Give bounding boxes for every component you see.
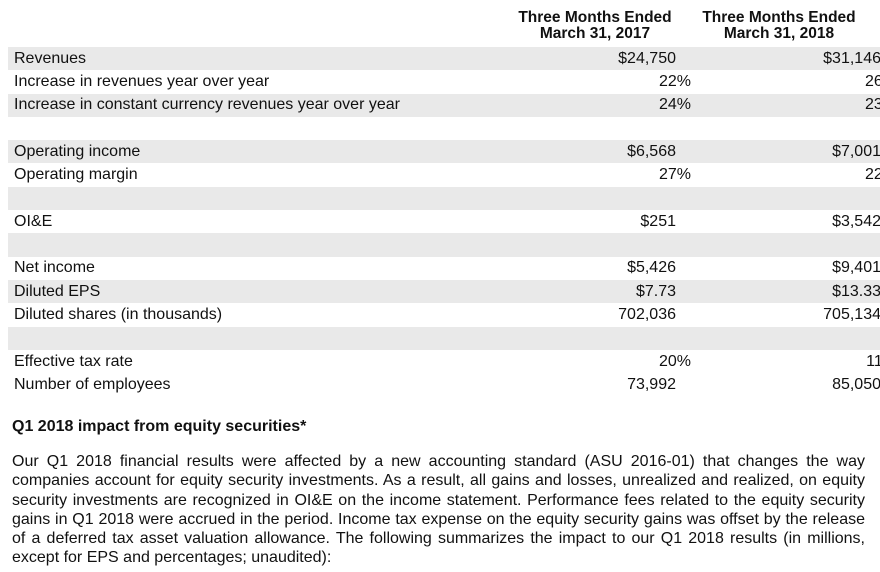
value-2017 [494,186,691,211]
value-2017: 24% [494,93,691,117]
column-header-2017: Three Months Ended March 31, 2017 [507,10,683,42]
value-2017 [494,326,691,350]
table-row: Operating margin 27% 22% [8,163,880,186]
table-row: Operating income $6,568 $7,001 [8,140,880,164]
body-paragraph: Our Q1 2018 financial results were affec… [12,453,865,567]
value-2017: 702,036 [618,305,676,323]
value-2018: 22% [864,166,880,184]
table-row-spacer [8,326,880,350]
value-2017: $7.73 [494,279,691,304]
table-row-spacer [8,233,880,257]
value-2017: $24,750 [494,47,691,71]
row-label [8,117,494,140]
value-2018: $13.33 [691,279,880,304]
value-2018 [691,326,880,350]
table-row: Increase in revenues year over year 22% … [8,70,880,93]
value-2018 [691,233,880,257]
value-2017 [494,233,691,257]
row-label: Net income [14,259,95,277]
value-2017: 22% [658,72,691,90]
table-row: Diluted shares (in thousands) 702,036 70… [8,303,880,326]
value-2017: $5,426 [627,259,676,277]
value-2017: $251 [640,212,676,230]
row-label [8,186,494,211]
value-2018: $3,542 [832,212,880,230]
table-row: Revenues $24,750 $31,146 [8,47,880,71]
row-label [8,326,494,350]
table-row: Diluted EPS $7.73 $13.33 [8,279,880,304]
value-2018: 26% [864,72,880,90]
value-2017 [494,117,691,140]
value-2018: 11% [866,352,880,370]
value-2017: 27% [658,166,691,184]
value-2018: 85,050 [832,375,880,393]
table-row: Number of employees 73,992 85,050 [8,373,880,396]
value-2018: $31,146 [691,47,880,71]
value-2018 [691,186,880,211]
row-label: Number of employees [14,375,171,393]
row-label: Diluted EPS [8,279,494,304]
table-row: OI&E $251 $3,542 [8,210,880,233]
row-label [8,233,494,257]
value-2018: $9,401 [832,259,880,277]
row-label: Revenues [8,47,494,71]
value-2018: 23% [691,93,880,117]
column-header-2018-line2: March 31, 2018 [723,25,835,42]
row-label: Increase in constant currency revenues y… [8,93,494,117]
value-2017: 73,992 [627,375,676,393]
column-header-2017-line1: Three Months Ended [518,9,672,26]
row-label: Operating margin [14,166,138,184]
column-header-2017-line2: March 31, 2017 [539,25,651,42]
section-title: Q1 2018 impact from equity securities* [12,418,307,435]
table-row: Increase in constant currency revenues y… [8,93,880,117]
row-label: Operating income [8,140,494,164]
financial-summary-table: Revenues $24,750 $31,146 Increase in rev… [8,47,880,396]
value-2018: 705,134 [823,305,880,323]
table-row: Effective tax rate 20% 11% [8,350,880,373]
row-label: Diluted shares (in thousands) [14,305,223,323]
row-label: Increase in revenues year over year [14,72,270,90]
column-header-2018-line1: Three Months Ended [702,9,856,26]
value-2018 [691,117,880,140]
row-label: OI&E [14,212,53,230]
table-row-spacer [8,117,880,140]
value-2018: $7,001 [691,140,880,164]
table-row-spacer [8,186,880,211]
value-2017: 20% [658,352,691,370]
column-header-2018: Three Months Ended March 31, 2018 [690,10,868,42]
table-row: Net income $5,426 $9,401 [8,257,880,280]
value-2017: $6,568 [494,140,691,164]
row-label: Effective tax rate [14,352,133,370]
